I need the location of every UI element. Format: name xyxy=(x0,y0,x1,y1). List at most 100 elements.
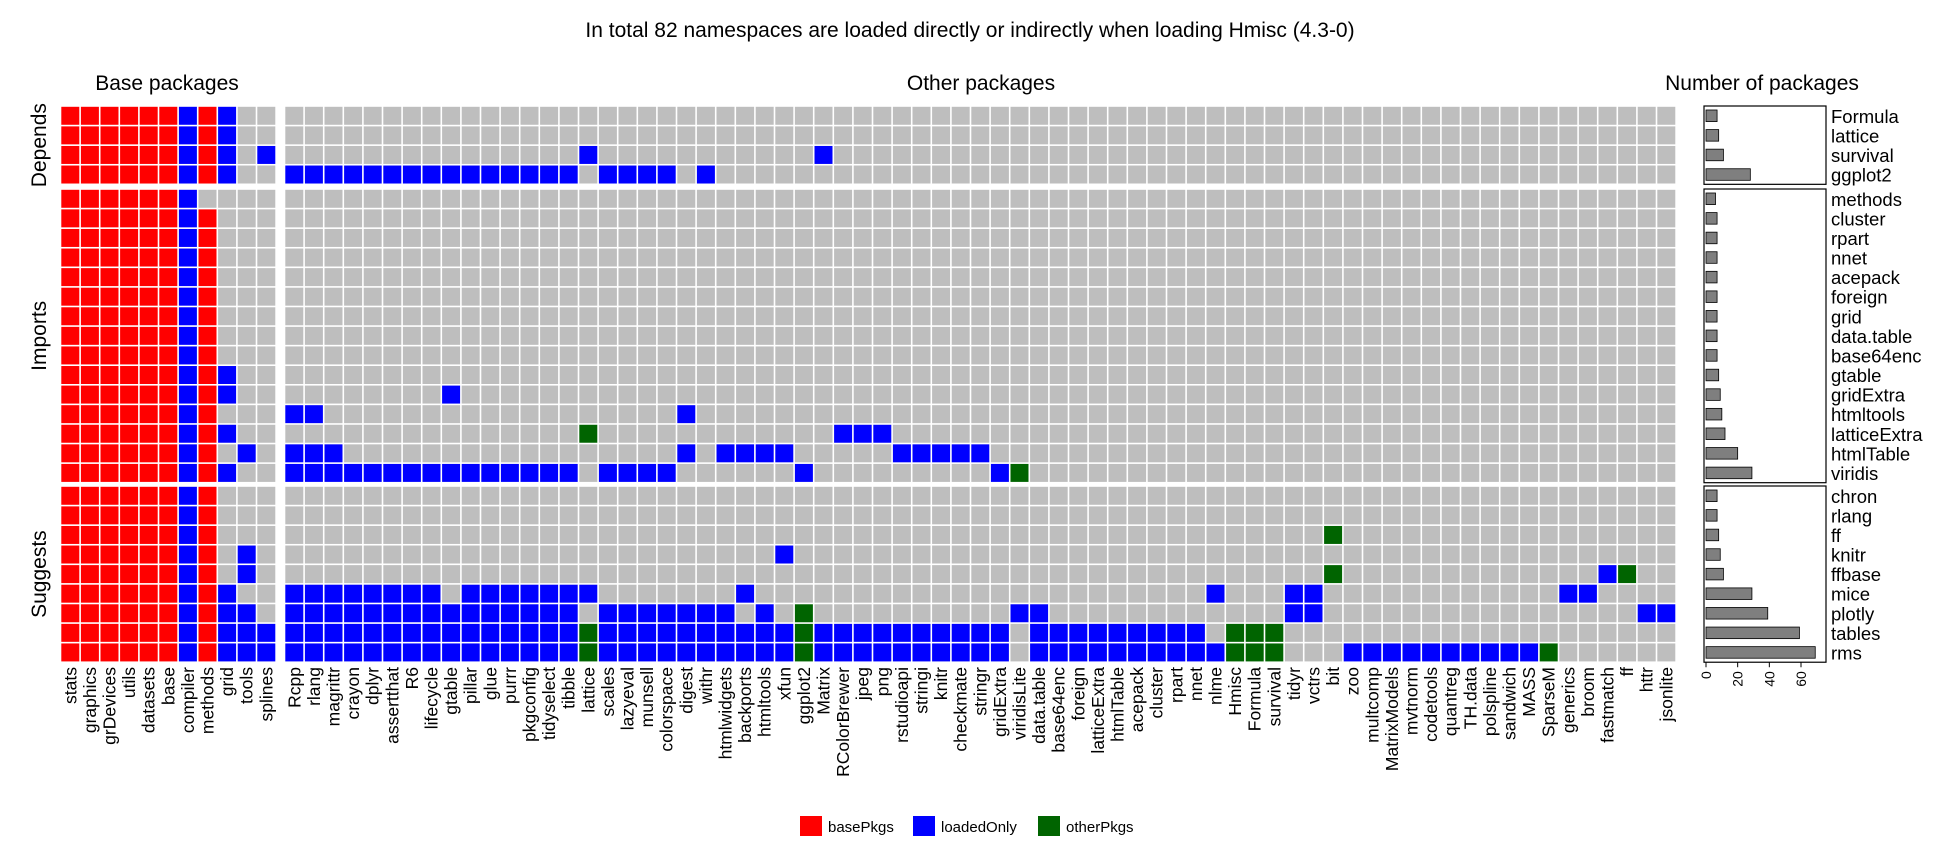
other-cell xyxy=(951,604,970,623)
other-cell xyxy=(598,604,617,623)
base-cell xyxy=(120,145,139,164)
other-cell xyxy=(363,525,382,544)
other-cell xyxy=(1480,506,1499,525)
other-cell xyxy=(1539,444,1558,463)
other-cell xyxy=(1637,268,1656,287)
other-cell xyxy=(716,444,735,463)
other-cell xyxy=(540,643,559,662)
row-label: tables xyxy=(1831,623,1880,644)
other-cell xyxy=(1284,106,1303,125)
other-cell xyxy=(814,565,833,584)
other-cell xyxy=(1304,525,1323,544)
other-cell xyxy=(873,604,892,623)
other-cell xyxy=(402,248,421,267)
other-cell xyxy=(559,623,578,642)
other-cell xyxy=(1500,228,1519,247)
other-cell xyxy=(1657,385,1676,404)
other-cell xyxy=(1128,643,1147,662)
other-cell xyxy=(657,545,676,564)
other-cell xyxy=(1598,366,1617,384)
other-cell xyxy=(1382,643,1401,662)
base-cell xyxy=(257,126,276,145)
other-cell xyxy=(1030,463,1049,482)
other-cell xyxy=(1206,366,1225,384)
other-cell xyxy=(1480,228,1499,247)
other-cell xyxy=(1480,126,1499,145)
other-cell xyxy=(324,209,343,228)
base-cell xyxy=(257,604,276,623)
other-cell xyxy=(677,643,696,662)
count-bar xyxy=(1705,646,1816,659)
other-cell xyxy=(912,209,931,228)
other-cell xyxy=(932,506,951,525)
other-cell xyxy=(461,189,480,208)
other-cell xyxy=(853,268,872,287)
other-cell xyxy=(1324,623,1343,642)
other-cell xyxy=(1500,463,1519,482)
other-cell xyxy=(834,643,853,662)
other-cell xyxy=(1598,165,1617,184)
base-cell xyxy=(61,248,80,267)
other-cell xyxy=(677,165,696,184)
other-cell xyxy=(677,545,696,564)
other-cell xyxy=(1226,106,1245,125)
other-cell xyxy=(951,424,970,443)
other-cell xyxy=(873,126,892,145)
other-cell xyxy=(461,486,480,505)
other-cell xyxy=(1147,463,1166,482)
other-cell xyxy=(363,385,382,404)
column-label: stringi xyxy=(912,667,932,714)
other-cell xyxy=(1382,545,1401,564)
other-cell xyxy=(304,346,323,365)
other-cell xyxy=(1480,307,1499,326)
other-cell xyxy=(1265,565,1284,584)
other-cell xyxy=(1441,623,1460,642)
base-cell xyxy=(100,565,119,584)
other-cell xyxy=(500,366,519,384)
other-cell xyxy=(500,189,519,208)
base-cell xyxy=(257,145,276,164)
other-cell xyxy=(402,346,421,365)
other-cell xyxy=(1088,424,1107,443)
other-cell xyxy=(618,584,637,603)
other-cell xyxy=(559,525,578,544)
other-cell xyxy=(1284,444,1303,463)
other-cell xyxy=(932,565,951,584)
base-cell xyxy=(80,307,99,326)
other-cell xyxy=(1382,463,1401,482)
other-cell xyxy=(1167,643,1186,662)
other-cell xyxy=(422,525,441,544)
other-cell xyxy=(1147,565,1166,584)
other-cell xyxy=(1206,604,1225,623)
other-cell xyxy=(1010,486,1029,505)
other-cell xyxy=(638,623,657,642)
base-cell xyxy=(80,643,99,662)
other-cell xyxy=(500,643,519,662)
base-cell xyxy=(198,463,217,482)
base-cell xyxy=(61,189,80,208)
other-cell xyxy=(1265,228,1284,247)
other-cell xyxy=(971,106,990,125)
legend-label: loadedOnly xyxy=(941,819,1017,836)
other-cell xyxy=(1265,525,1284,544)
base-cell xyxy=(139,623,158,642)
base-cell xyxy=(178,126,197,145)
other-cell xyxy=(285,145,304,164)
other-cell xyxy=(1441,444,1460,463)
other-cell xyxy=(579,106,598,125)
other-cell xyxy=(1226,623,1245,642)
column-label: cluster xyxy=(1147,667,1167,719)
other-cell xyxy=(1049,604,1068,623)
other-cell xyxy=(1284,525,1303,544)
other-cell xyxy=(1284,268,1303,287)
other-cell xyxy=(1422,307,1441,326)
base-cell xyxy=(237,287,256,306)
other-cell xyxy=(1382,444,1401,463)
other-cell xyxy=(951,366,970,384)
row-label: ff xyxy=(1831,525,1842,546)
column-label: dplyr xyxy=(363,667,383,705)
other-cell xyxy=(461,287,480,306)
other-cell xyxy=(1324,126,1343,145)
other-cell xyxy=(951,444,970,463)
base-cell xyxy=(80,189,99,208)
